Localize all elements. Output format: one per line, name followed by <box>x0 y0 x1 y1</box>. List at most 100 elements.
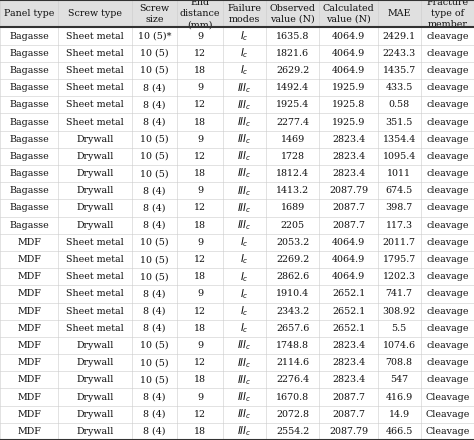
Bar <box>0 303 474 320</box>
Text: 9: 9 <box>197 238 203 247</box>
Text: 9: 9 <box>197 32 203 40</box>
Text: Sheet metal: Sheet metal <box>66 290 124 298</box>
Text: 2276.4: 2276.4 <box>276 375 310 385</box>
Text: $\mathit{III}_c$: $\mathit{III}_c$ <box>237 115 252 129</box>
Text: MDF: MDF <box>17 307 41 315</box>
Text: cleavage: cleavage <box>426 255 469 264</box>
Text: cleavage: cleavage <box>426 324 469 333</box>
Text: 2087.79: 2087.79 <box>329 186 368 195</box>
Text: Bagasse: Bagasse <box>9 49 49 58</box>
Bar <box>0 45 474 62</box>
Text: $\mathit{III}_c$: $\mathit{III}_c$ <box>237 132 252 146</box>
Text: $\mathit{III}_c$: $\mathit{III}_c$ <box>237 218 252 232</box>
Text: Sheet metal: Sheet metal <box>66 83 124 92</box>
Text: 10 (5): 10 (5) <box>140 66 169 75</box>
Text: MDF: MDF <box>17 290 41 298</box>
Text: 18: 18 <box>194 220 206 230</box>
Bar <box>0 406 474 423</box>
Bar <box>0 337 474 354</box>
Text: 9: 9 <box>197 392 203 402</box>
Text: 308.92: 308.92 <box>383 307 416 315</box>
Text: Bagasse: Bagasse <box>9 186 49 195</box>
Text: 9: 9 <box>197 83 203 92</box>
Text: 2243.3: 2243.3 <box>383 49 416 58</box>
Text: 10 (5): 10 (5) <box>140 238 169 247</box>
Text: cleavage: cleavage <box>426 117 469 127</box>
Text: 12: 12 <box>194 152 206 161</box>
Text: Drywall: Drywall <box>76 135 114 144</box>
Text: 741.7: 741.7 <box>386 290 413 298</box>
Text: cleavage: cleavage <box>426 220 469 230</box>
Text: cleavage: cleavage <box>426 341 469 350</box>
Text: cleavage: cleavage <box>426 49 469 58</box>
Bar <box>0 27 474 45</box>
Text: Drywall: Drywall <box>76 358 114 367</box>
Text: 4064.9: 4064.9 <box>332 49 365 58</box>
Bar <box>0 182 474 199</box>
Text: 1925.9: 1925.9 <box>332 117 365 127</box>
Bar <box>0 320 474 337</box>
Text: 2823.4: 2823.4 <box>332 375 365 385</box>
Text: Sheet metal: Sheet metal <box>66 117 124 127</box>
Text: 10 (5): 10 (5) <box>140 169 169 178</box>
Text: 12: 12 <box>194 307 206 315</box>
Text: $\mathit{III}_c$: $\mathit{III}_c$ <box>237 425 252 438</box>
Text: 12: 12 <box>194 255 206 264</box>
Text: 1925.8: 1925.8 <box>332 100 365 110</box>
Text: 1689: 1689 <box>281 203 305 213</box>
Text: $\mathit{III}_c$: $\mathit{III}_c$ <box>237 81 252 95</box>
Text: Observed
value (N): Observed value (N) <box>270 4 316 24</box>
Bar <box>0 216 474 234</box>
Text: 4064.9: 4064.9 <box>332 66 365 75</box>
Text: cleavage: cleavage <box>426 290 469 298</box>
Text: 2011.7: 2011.7 <box>383 238 416 247</box>
Text: cleavage: cleavage <box>426 32 469 40</box>
Text: $\mathit{I}_c$: $\mathit{I}_c$ <box>240 304 249 318</box>
Text: 8 (4): 8 (4) <box>143 83 166 92</box>
Text: 2657.6: 2657.6 <box>276 324 310 333</box>
Text: 351.5: 351.5 <box>385 117 413 127</box>
Text: $\mathit{I}_c$: $\mathit{I}_c$ <box>240 270 249 284</box>
Text: 1812.4: 1812.4 <box>276 169 309 178</box>
Text: 9: 9 <box>197 186 203 195</box>
Text: $\mathit{III}_c$: $\mathit{III}_c$ <box>237 356 252 370</box>
Text: Failure
modes: Failure modes <box>228 4 262 24</box>
Text: Bagasse: Bagasse <box>9 117 49 127</box>
Bar <box>0 199 474 216</box>
Bar <box>0 62 474 79</box>
Text: cleavage: cleavage <box>426 152 469 161</box>
Text: 8 (4): 8 (4) <box>143 186 166 195</box>
Text: 2114.6: 2114.6 <box>276 358 310 367</box>
Bar <box>0 234 474 251</box>
Text: 10 (5): 10 (5) <box>140 152 169 161</box>
Text: 10 (5): 10 (5) <box>140 375 169 385</box>
Text: 2823.4: 2823.4 <box>332 169 365 178</box>
Text: 1925.9: 1925.9 <box>332 83 365 92</box>
Text: Sheet metal: Sheet metal <box>66 32 124 40</box>
Text: 2205: 2205 <box>281 220 305 230</box>
Text: 4064.9: 4064.9 <box>332 32 365 40</box>
Text: 1748.8: 1748.8 <box>276 341 309 350</box>
Text: 1435.7: 1435.7 <box>383 66 416 75</box>
Bar <box>0 96 474 114</box>
Text: cleavage: cleavage <box>426 307 469 315</box>
Text: 2652.1: 2652.1 <box>332 290 365 298</box>
Text: 12: 12 <box>194 49 206 58</box>
Text: 1413.2: 1413.2 <box>276 186 310 195</box>
Text: 2087.7: 2087.7 <box>332 410 365 419</box>
Text: $\mathit{III}_c$: $\mathit{III}_c$ <box>237 390 252 404</box>
Text: 4064.9: 4064.9 <box>332 238 365 247</box>
Text: Bagasse: Bagasse <box>9 66 49 75</box>
Text: Bagasse: Bagasse <box>9 83 49 92</box>
Text: $\mathit{III}_c$: $\mathit{III}_c$ <box>237 184 252 198</box>
Text: 8 (4): 8 (4) <box>143 410 166 419</box>
Text: 18: 18 <box>194 272 206 281</box>
Text: cleavage: cleavage <box>426 203 469 213</box>
Text: 8 (4): 8 (4) <box>143 307 166 315</box>
Text: Bagasse: Bagasse <box>9 32 49 40</box>
Text: MDF: MDF <box>17 358 41 367</box>
Text: $\mathit{I}_c$: $\mathit{I}_c$ <box>240 46 249 60</box>
Text: 674.5: 674.5 <box>386 186 413 195</box>
Text: 2269.2: 2269.2 <box>276 255 310 264</box>
Text: $\mathit{I}_c$: $\mathit{I}_c$ <box>240 253 249 267</box>
